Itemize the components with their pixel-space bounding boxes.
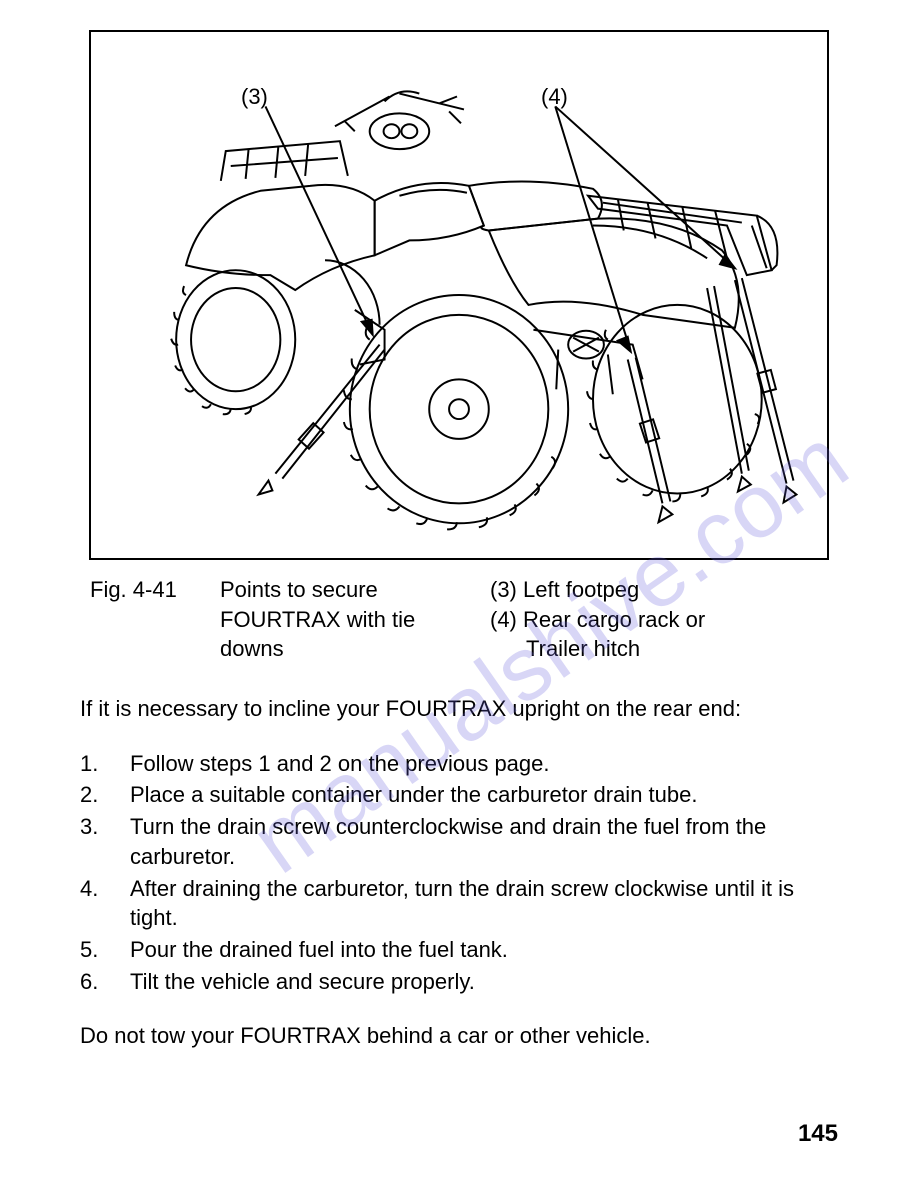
step-number: 6. [80,967,130,997]
step-text: Turn the drain screw counterclockwise an… [130,812,838,871]
steps-list: 1. Follow steps 1 and 2 on the previous … [80,749,838,997]
legend-item-4b: Trailer hitch [490,634,705,664]
step-number: 1. [80,749,130,779]
step-text: After draining the carburetor, turn the … [130,874,838,933]
figure-legend: (3) Left footpeg (4) Rear cargo rack or … [470,575,705,664]
list-item: 2. Place a suitable container under the … [80,780,838,810]
step-text: Tilt the vehicle and secure properly. [130,967,838,997]
list-item: 5. Pour the drained fuel into the fuel t… [80,935,838,965]
step-number: 2. [80,780,130,810]
step-text: Pour the drained fuel into the fuel tank… [130,935,838,965]
list-item: 6. Tilt the vehicle and secure properly. [80,967,838,997]
list-item: 4. After draining the carburetor, turn t… [80,874,838,933]
step-text: Place a suitable container under the car… [130,780,838,810]
intro-paragraph: If it is necessary to incline your FOURT… [80,694,838,724]
figure-caption: Fig. 4-41 Points to secure FOURTRAX with… [90,575,838,664]
footer-paragraph: Do not tow your FOURTRAX behind a car or… [80,1021,838,1051]
step-number: 3. [80,812,130,871]
list-item: 1. Follow steps 1 and 2 on the previous … [80,749,838,779]
figure-illustration-box: (3) (4) [89,30,829,560]
step-number: 4. [80,874,130,933]
callout-3-label: (3) [241,84,268,110]
figure-description: Points to secure FOURTRAX with tie downs [220,575,470,664]
list-item: 3. Turn the drain screw counterclockwise… [80,812,838,871]
legend-item-4: (4) Rear cargo rack or [490,605,705,635]
figure-number: Fig. 4-41 [90,575,220,664]
legend-item-3: (3) Left footpeg [490,575,705,605]
callout-4-label: (4) [541,84,568,110]
page-number: 145 [798,1120,838,1148]
step-number: 5. [80,935,130,965]
atv-line-drawing [91,32,827,558]
step-text: Follow steps 1 and 2 on the previous pag… [130,749,838,779]
